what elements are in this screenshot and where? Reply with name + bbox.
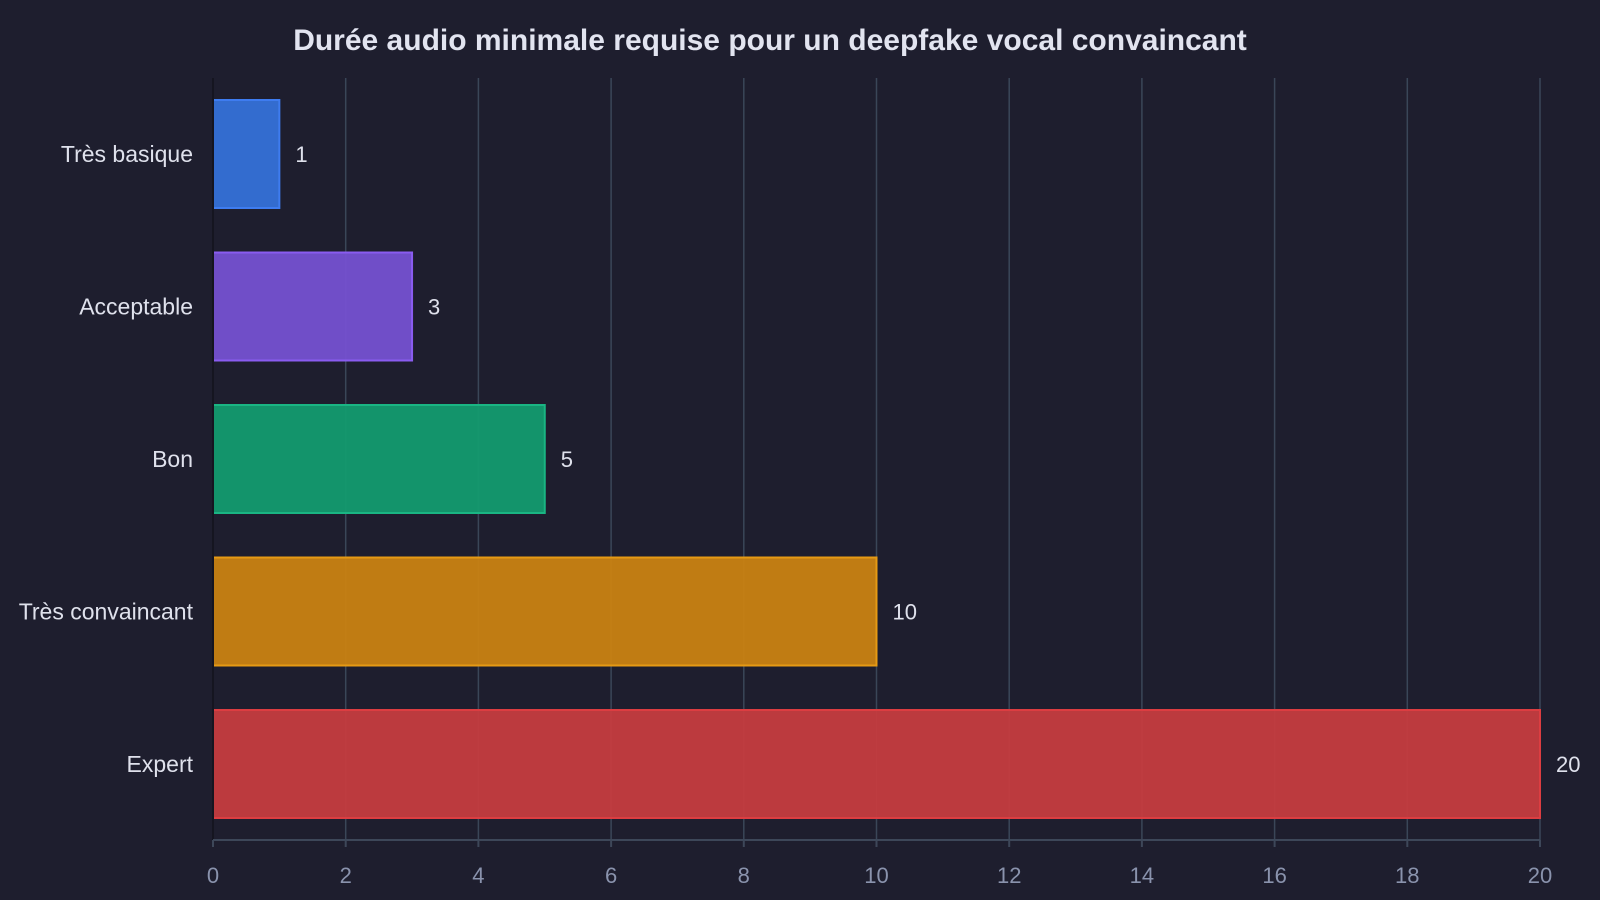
x-tick-label: 14 xyxy=(1130,863,1154,888)
x-tick-label: 10 xyxy=(864,863,888,888)
bar-4 xyxy=(212,556,878,667)
category-label: Acceptable xyxy=(79,294,193,320)
x-tick-label: 0 xyxy=(207,863,219,888)
x-tick-label: 18 xyxy=(1395,863,1419,888)
data-label: 1 xyxy=(295,142,307,167)
x-tick-label: 20 xyxy=(1528,863,1552,888)
axes xyxy=(212,78,1541,847)
data-label: 5 xyxy=(561,447,573,472)
category-label: Très convaincant xyxy=(19,599,194,625)
data-label: 3 xyxy=(428,295,440,320)
category-label: Bon xyxy=(152,446,193,472)
x-tick-label: 2 xyxy=(340,863,352,888)
x-tick-label: 6 xyxy=(605,863,617,888)
labels: Très basique 1 Acceptable 3 Bon 5 Très convain… xyxy=(19,141,1581,888)
bar-3 xyxy=(212,404,546,514)
bar-2 xyxy=(212,251,414,362)
category-label: Très basique xyxy=(61,141,193,167)
category-label: Expert xyxy=(127,751,194,777)
x-tick-label: 16 xyxy=(1262,863,1286,888)
chart-title: Durée audio minimale requise pour un dee… xyxy=(293,24,1247,57)
x-tick-label: 12 xyxy=(997,863,1021,888)
x-tick-label: 4 xyxy=(472,863,484,888)
data-label: 20 xyxy=(1556,752,1580,777)
x-tick-label: 8 xyxy=(738,863,750,888)
bar-1 xyxy=(212,99,281,209)
data-label: 10 xyxy=(893,600,917,625)
bars xyxy=(212,99,1541,819)
bar-5 xyxy=(212,709,1541,819)
